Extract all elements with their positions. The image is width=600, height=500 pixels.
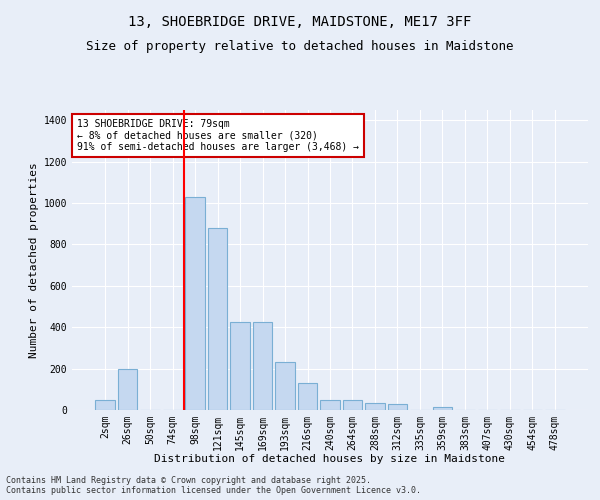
Bar — [95, 400, 115, 410]
Bar — [275, 362, 295, 410]
Bar — [320, 400, 340, 410]
X-axis label: Distribution of detached houses by size in Maidstone: Distribution of detached houses by size … — [155, 454, 505, 464]
Text: 13, SHOEBRIDGE DRIVE, MAIDSTONE, ME17 3FF: 13, SHOEBRIDGE DRIVE, MAIDSTONE, ME17 3F… — [128, 15, 472, 29]
Y-axis label: Number of detached properties: Number of detached properties — [29, 162, 40, 358]
Bar — [185, 197, 205, 410]
Text: Size of property relative to detached houses in Maidstone: Size of property relative to detached ho… — [86, 40, 514, 53]
Bar — [388, 404, 407, 410]
Bar — [343, 400, 362, 410]
Text: Contains HM Land Registry data © Crown copyright and database right 2025.
Contai: Contains HM Land Registry data © Crown c… — [6, 476, 421, 495]
Bar — [230, 322, 250, 410]
Bar — [118, 368, 137, 410]
Bar — [253, 322, 272, 410]
Bar — [208, 228, 227, 410]
Bar — [298, 383, 317, 410]
Text: 13 SHOEBRIDGE DRIVE: 79sqm
← 8% of detached houses are smaller (320)
91% of semi: 13 SHOEBRIDGE DRIVE: 79sqm ← 8% of detac… — [77, 119, 359, 152]
Bar — [433, 407, 452, 410]
Bar — [365, 403, 385, 410]
